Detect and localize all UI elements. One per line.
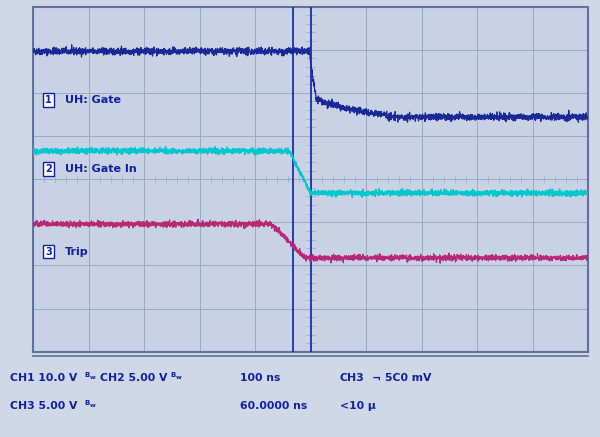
Text: Trip: Trip [65, 246, 89, 257]
Text: B: B [170, 372, 175, 378]
Text: 1: 1 [45, 95, 52, 105]
Text: CH3: CH3 [340, 374, 365, 383]
Text: CH3 5.00 V: CH3 5.00 V [10, 401, 77, 411]
Text: CH1 10.0 V: CH1 10.0 V [10, 374, 77, 383]
Text: <10 μ: <10 μ [340, 401, 376, 411]
Text: 2: 2 [45, 164, 52, 174]
Text: ¬: ¬ [372, 374, 381, 383]
Text: w: w [90, 375, 96, 380]
Text: w: w [176, 375, 182, 380]
Text: UH: Gate In: UH: Gate In [65, 164, 137, 174]
Text: B: B [84, 400, 89, 406]
Text: UH: Gate: UH: Gate [65, 95, 121, 105]
Text: 100 ns: 100 ns [240, 374, 280, 383]
Text: w: w [90, 402, 96, 408]
Text: 60.0000 ns: 60.0000 ns [240, 401, 307, 411]
Text: CH2 5.00 V: CH2 5.00 V [100, 374, 167, 383]
Text: B: B [84, 372, 89, 378]
Text: 5C0 mV: 5C0 mV [385, 374, 431, 383]
Text: 3: 3 [45, 246, 52, 257]
